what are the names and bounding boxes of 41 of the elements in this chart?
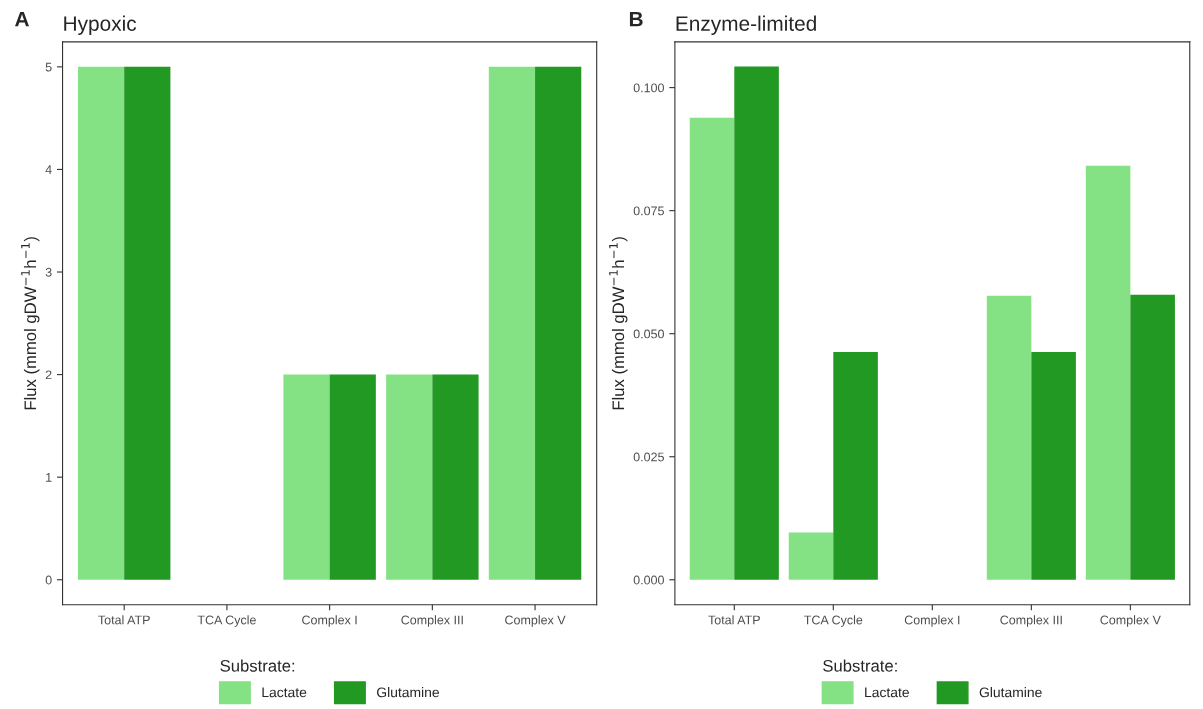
legend-label: Lactate xyxy=(262,687,307,698)
x-tick-label: Complex I xyxy=(302,615,357,627)
bar xyxy=(986,295,1032,580)
chart-title: Hypoxic xyxy=(64,15,137,36)
x-tick-label: Total ATP xyxy=(98,615,150,625)
x-tick-label: Complex III xyxy=(401,615,463,627)
bar xyxy=(1085,165,1131,580)
legend-label: Glutamine xyxy=(979,687,1042,698)
y-axis-title: Flux (mmol gDW$^{−1}$h$^{−1}$) xyxy=(609,237,628,410)
x-tick-label: Complex V xyxy=(505,615,566,627)
chart-title: Enzyme-limited xyxy=(676,15,816,36)
text: B xyxy=(629,11,643,27)
bar xyxy=(833,351,878,580)
y-tick-label: 2 xyxy=(45,370,52,380)
y-tick-label: 0 xyxy=(45,575,52,585)
text: A xyxy=(15,11,29,27)
bar xyxy=(788,532,834,580)
x-tick-label: Total ATP xyxy=(708,615,760,625)
x-tick-label: Complex III xyxy=(1000,615,1062,627)
y-tick-label: 3 xyxy=(45,267,52,277)
legend-label: Glutamine xyxy=(377,687,439,698)
bar xyxy=(734,66,779,580)
legend-title: Substrate: xyxy=(823,659,897,672)
bar xyxy=(1031,351,1076,580)
y-tick-label: 0.050 xyxy=(633,329,664,339)
y-tick-label: 4 xyxy=(45,165,52,174)
x-tick-label: Complex I xyxy=(904,615,960,627)
legend-title: Substrate: xyxy=(220,659,295,672)
y-tick-label: 0.075 xyxy=(633,206,664,216)
x-tick-label: Complex V xyxy=(1100,615,1161,627)
y-tick-label: 1 xyxy=(46,473,52,482)
y-tick-label: 0.000 xyxy=(633,575,664,585)
legend-label: Lactate xyxy=(865,687,909,698)
x-tick-label: TCA Cycle xyxy=(197,615,256,627)
bar xyxy=(689,117,735,580)
x-tick-label: TCA Cycle xyxy=(804,615,863,627)
y-tick-label: 5 xyxy=(45,62,52,72)
y-tick-label: 0.025 xyxy=(633,452,664,462)
y-tick-label: 0.100 xyxy=(633,83,664,93)
y-axis-title: Flux (mmol gDW$^{−1}$h$^{−1}$) xyxy=(21,237,40,410)
bar xyxy=(1130,294,1175,580)
